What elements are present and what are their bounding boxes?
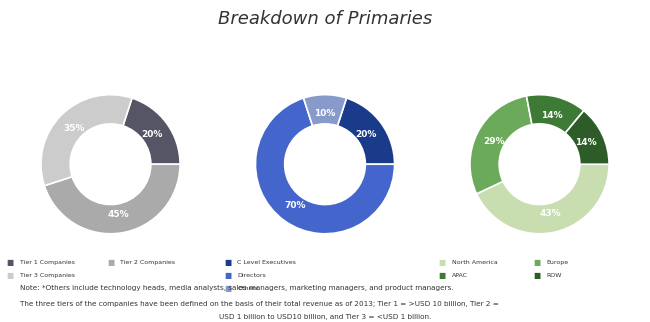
Text: 20%: 20% xyxy=(141,130,162,139)
Text: ■: ■ xyxy=(439,271,446,280)
Text: NUMBER OF PRIMARIES: BY REGION: NUMBER OF PRIMARIES: BY REGION xyxy=(482,56,593,61)
Wedge shape xyxy=(337,98,395,164)
Text: ■: ■ xyxy=(107,258,114,267)
Text: Others: Others xyxy=(237,286,259,291)
Text: C Level Executives: C Level Executives xyxy=(237,260,296,265)
Text: 20%: 20% xyxy=(356,130,377,139)
Text: ■: ■ xyxy=(6,258,14,267)
Text: 29%: 29% xyxy=(484,137,505,146)
Text: 70%: 70% xyxy=(285,201,306,210)
Text: Tier 2 Companies: Tier 2 Companies xyxy=(120,260,176,265)
Text: 10%: 10% xyxy=(315,109,335,118)
Text: 14%: 14% xyxy=(575,138,596,147)
Text: ■: ■ xyxy=(224,271,231,280)
Text: 35%: 35% xyxy=(64,124,85,133)
Wedge shape xyxy=(123,98,180,164)
Text: APAC: APAC xyxy=(452,273,468,278)
Text: ROW: ROW xyxy=(546,273,562,278)
Text: 43%: 43% xyxy=(540,209,562,218)
Wedge shape xyxy=(566,111,609,164)
Wedge shape xyxy=(304,95,346,126)
Wedge shape xyxy=(526,95,584,133)
Text: ■: ■ xyxy=(533,258,540,267)
Text: Europe: Europe xyxy=(546,260,568,265)
Text: ■: ■ xyxy=(224,284,231,293)
Text: Note: *Others include technology heads, media analysts, sales managers, marketin: Note: *Others include technology heads, … xyxy=(20,285,453,291)
Text: USD 1 billion to USD10 billion, and Tier 3 = <USD 1 billion.: USD 1 billion to USD10 billion, and Tier… xyxy=(219,314,431,320)
Text: 14%: 14% xyxy=(541,110,563,119)
Wedge shape xyxy=(476,164,609,234)
Text: ■: ■ xyxy=(533,271,540,280)
Text: Tier 1 Companies: Tier 1 Companies xyxy=(20,260,74,265)
Text: ■: ■ xyxy=(439,258,446,267)
Wedge shape xyxy=(255,98,395,234)
Wedge shape xyxy=(44,164,180,234)
Text: NUMBER OF PRIMARIES: BY COMPANY TYPE: NUMBER OF PRIMARIES: BY COMPANY TYPE xyxy=(42,56,176,61)
Text: Breakdown of Primaries: Breakdown of Primaries xyxy=(218,10,432,28)
Text: The three tiers of the companies have been defined on the basis of their total r: The three tiers of the companies have be… xyxy=(20,301,499,307)
Text: Tier 3 Companies: Tier 3 Companies xyxy=(20,273,75,278)
Text: NUMBER OF PRIMARIES: BY DESIGNATION: NUMBER OF PRIMARIES: BY DESIGNATION xyxy=(259,56,388,61)
Text: ■: ■ xyxy=(6,271,14,280)
Text: North America: North America xyxy=(452,260,497,265)
Text: Directors: Directors xyxy=(237,273,266,278)
Text: ■: ■ xyxy=(224,258,231,267)
Text: 45%: 45% xyxy=(108,210,129,219)
Wedge shape xyxy=(470,96,532,194)
Wedge shape xyxy=(41,95,132,186)
